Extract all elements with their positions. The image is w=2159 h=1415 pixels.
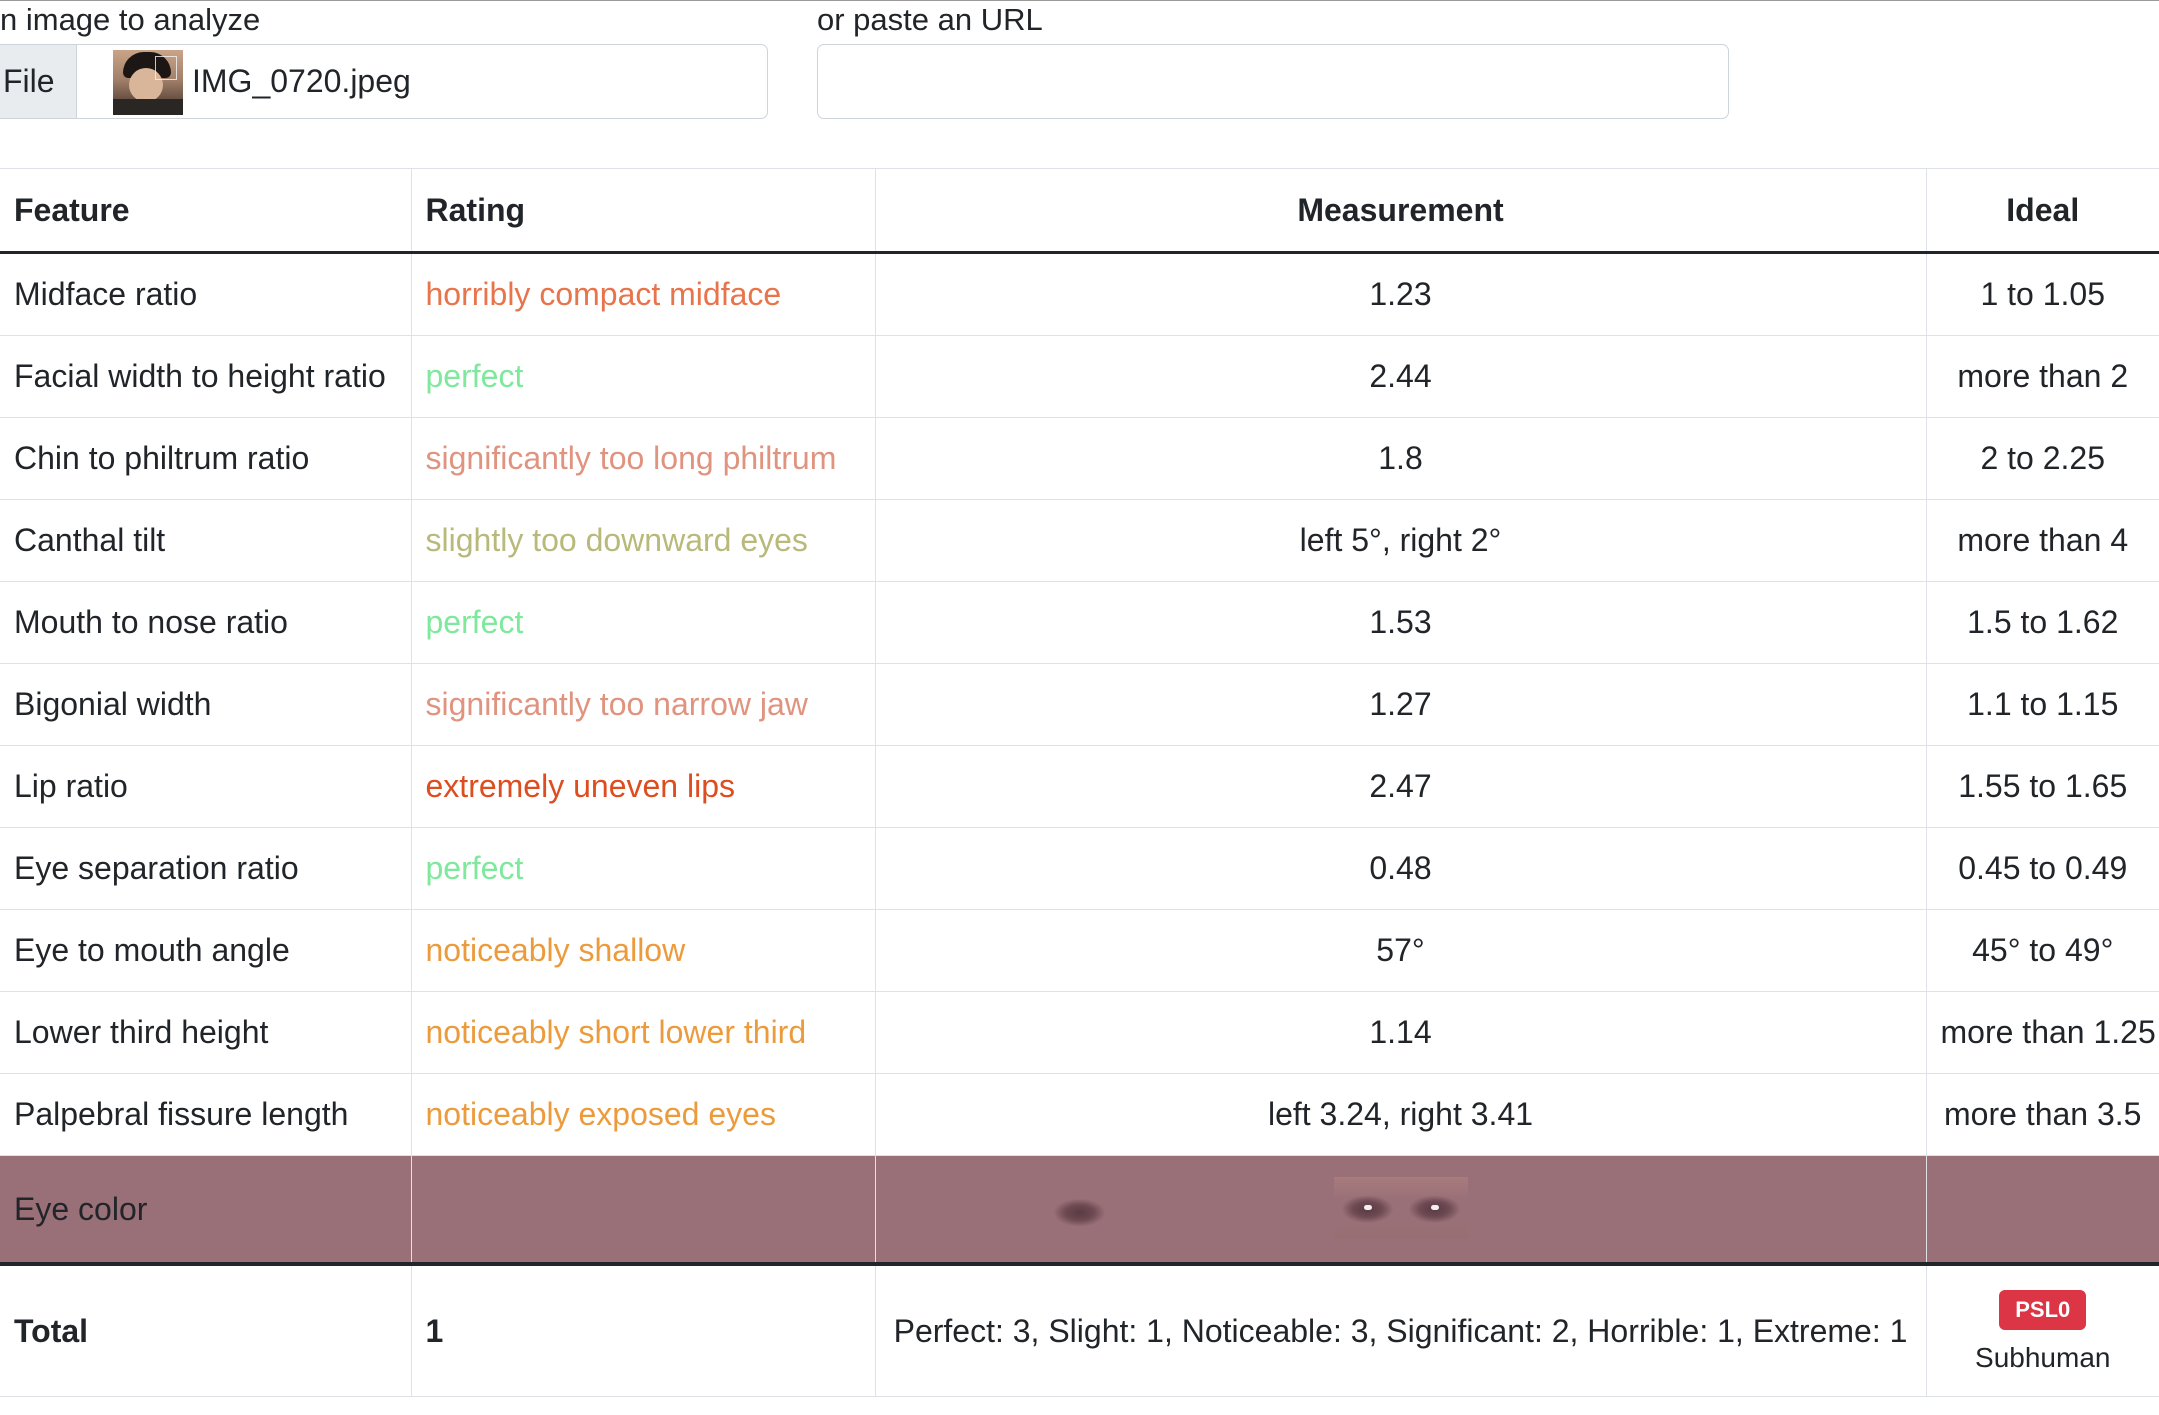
feature-cell: Facial width to height ratio: [0, 335, 412, 418]
measurement-cell: 1.53: [874, 581, 1927, 664]
psl-badge: PSL0: [1999, 1290, 2087, 1330]
measurement-cell: 2.47: [874, 745, 1927, 828]
top-border: [0, 0, 2159, 1]
eye-color-swatches: [1333, 1177, 1468, 1239]
ideal-cell: 1.1 to 1.15: [1925, 663, 2159, 746]
measurement-cell: 1.8: [874, 417, 1927, 500]
table-row: Midface ratio horribly compact midface 1…: [0, 252, 2159, 336]
measurement-cell: left 3.24, right 3.41: [874, 1073, 1927, 1156]
ideal-cell: more than 4: [1925, 499, 2159, 582]
file-input[interactable]: File IMG_0720.jpeg: [0, 44, 768, 119]
table-header-row: Feature Rating Measurement Ideal: [0, 168, 2159, 254]
table-row: Lower third height noticeably short lowe…: [0, 991, 2159, 1074]
right-eye-swatch: [1400, 1177, 1468, 1239]
table-row: Eye color: [0, 1155, 2159, 1266]
table-row: Mouth to nose ratio perfect 1.53 1.5 to …: [0, 581, 2159, 664]
url-label: or paste an URL: [817, 2, 1043, 37]
feature-cell: Mouth to nose ratio: [0, 581, 412, 664]
ideal-cell: 2 to 2.25: [1925, 417, 2159, 500]
rating-cell: significantly too narrow jaw: [410, 663, 876, 746]
header-ideal: Ideal: [1925, 168, 2159, 254]
rating-cell: extremely uneven lips: [410, 745, 876, 828]
choose-file-button[interactable]: File: [0, 45, 77, 118]
measurement-cell: 0.48: [874, 827, 1927, 910]
table-row: Chin to philtrum ratio significantly too…: [0, 417, 2159, 500]
rating-cell: noticeably shallow: [410, 909, 876, 992]
left-eye-swatch: [1333, 1177, 1401, 1239]
feature-cell: Canthal tilt: [0, 499, 412, 582]
feature-cell: Lip ratio: [0, 745, 412, 828]
measurement-cell: 1.14: [874, 991, 1927, 1074]
table-row: Lip ratio extremely uneven lips 2.47 1.5…: [0, 745, 2159, 828]
ideal-cell: 1.55 to 1.65: [1925, 745, 2159, 828]
rating-cell: [410, 1155, 876, 1266]
file-upload-label: n image to analyze: [0, 2, 261, 37]
feature-cell: Lower third height: [0, 991, 412, 1074]
feature-cell: Eye separation ratio: [0, 827, 412, 910]
ideal-cell: 1 to 1.05: [1925, 252, 2159, 336]
ideal-cell: more than 3.5: [1925, 1073, 2159, 1156]
table-row: Bigonial width significantly too narrow …: [0, 663, 2159, 746]
feature-cell: Palpebral fissure length: [0, 1073, 412, 1156]
rating-cell: perfect: [410, 827, 876, 910]
url-input[interactable]: [817, 44, 1729, 119]
total-row: Total 1 Perfect: 3, Slight: 1, Noticeabl…: [0, 1263, 2159, 1397]
rating-cell: horribly compact midface: [410, 252, 876, 336]
rating-cell: perfect: [410, 581, 876, 664]
feature-cell: Chin to philtrum ratio: [0, 417, 412, 500]
results-table: Feature Rating Measurement Ideal Midface…: [0, 168, 2159, 1397]
header-feature: Feature: [0, 168, 412, 254]
psl-cell: PSL0 Subhuman: [1925, 1263, 2159, 1397]
feature-cell: Eye color: [0, 1155, 412, 1266]
file-thumbnail: [113, 50, 183, 115]
file-name: IMG_0720.jpeg: [192, 63, 411, 99]
measurement-cell: 1.23: [874, 252, 1927, 336]
rating-cell: noticeably short lower third: [410, 991, 876, 1074]
measurement-cell: 57°: [874, 909, 1927, 992]
total-label: Total: [0, 1263, 412, 1397]
eye-color-cell: [874, 1155, 1927, 1266]
rating-cell: slightly too downward eyes: [410, 499, 876, 582]
header-rating: Rating: [410, 168, 876, 254]
feature-cell: Bigonial width: [0, 663, 412, 746]
measurement-cell: 1.27: [874, 663, 1927, 746]
ideal-cell: more than 2: [1925, 335, 2159, 418]
table-row: Palpebral fissure length noticeably expo…: [0, 1073, 2159, 1156]
feature-cell: Midface ratio: [0, 252, 412, 336]
ideal-cell: [1925, 1155, 2159, 1266]
measurement-cell: 2.44: [874, 335, 1927, 418]
ideal-cell: 0.45 to 0.49: [1925, 827, 2159, 910]
table-row: Facial width to height ratio perfect 2.4…: [0, 335, 2159, 418]
total-summary: Perfect: 3, Slight: 1, Noticeable: 3, Si…: [874, 1263, 1927, 1397]
ideal-cell: more than 1.25: [1925, 991, 2159, 1074]
tier-label: Subhuman: [1975, 1342, 2111, 1373]
ideal-cell: 1.5 to 1.62: [1925, 581, 2159, 664]
rating-cell: noticeably exposed eyes: [410, 1073, 876, 1156]
rating-cell: perfect: [410, 335, 876, 418]
header-measurement: Measurement: [874, 168, 1927, 254]
feature-cell: Eye to mouth angle: [0, 909, 412, 992]
rating-cell: significantly too long philtrum: [410, 417, 876, 500]
measurement-cell: left 5°, right 2°: [874, 499, 1927, 582]
table-row: Canthal tilt slightly too downward eyes …: [0, 499, 2159, 582]
table-row: Eye to mouth angle noticeably shallow 57…: [0, 909, 2159, 992]
ideal-cell: 45° to 49°: [1925, 909, 2159, 992]
total-score: 1: [410, 1263, 876, 1397]
table-row: Eye separation ratio perfect 0.48 0.45 t…: [0, 827, 2159, 910]
